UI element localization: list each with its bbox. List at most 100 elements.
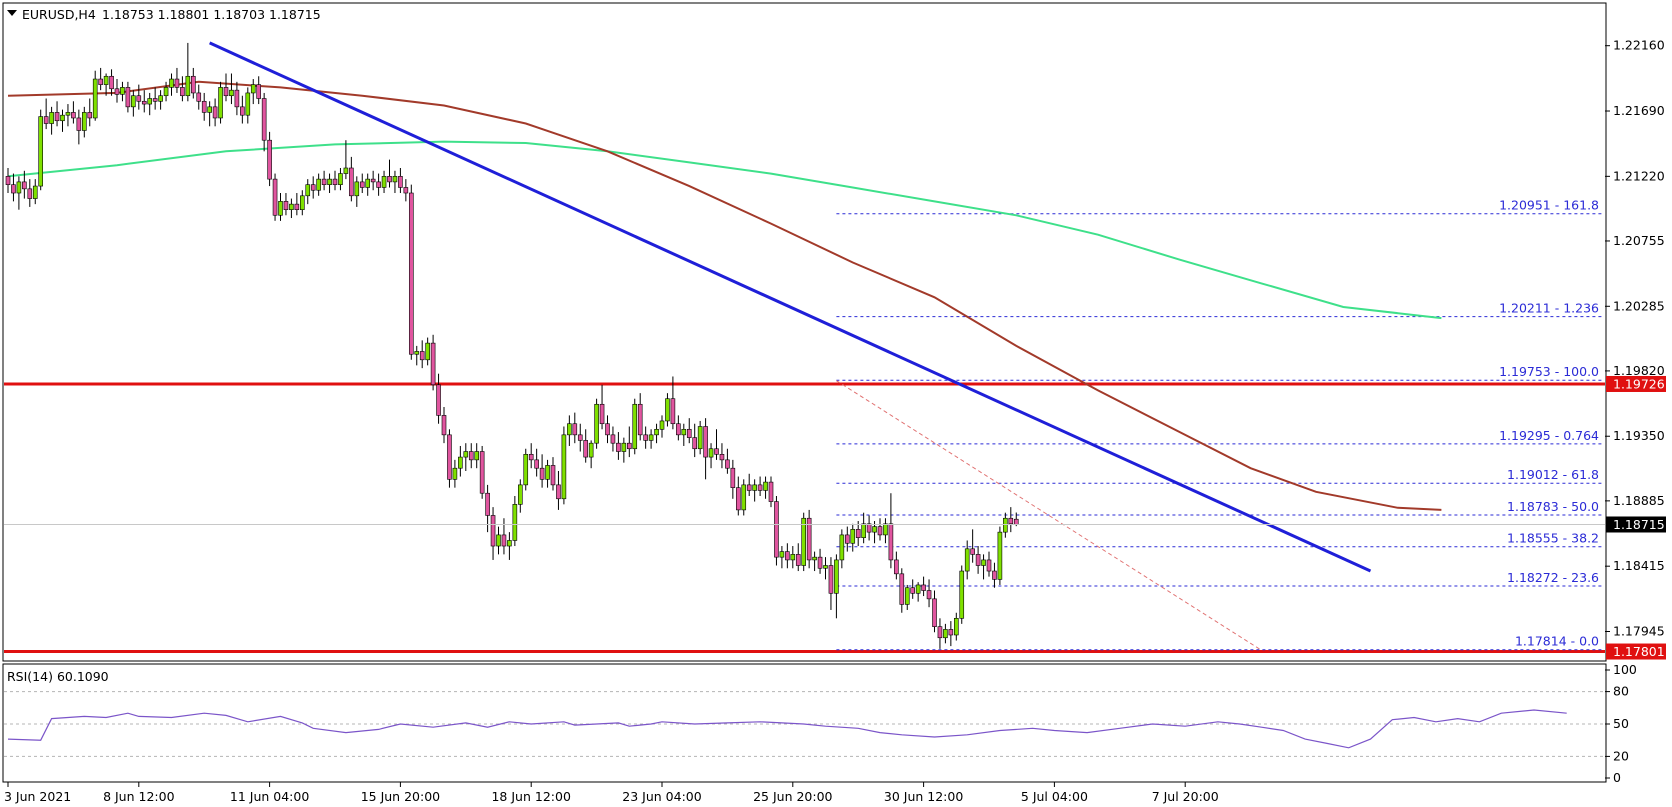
candle (338, 168, 343, 191)
candle (136, 84, 142, 110)
candle-body (479, 451, 485, 494)
candle-body (316, 178, 321, 191)
candle (414, 345, 420, 366)
candle (376, 173, 381, 196)
candle (959, 565, 965, 624)
candle (223, 73, 229, 102)
candle-body (387, 176, 392, 183)
time-tick-label: 25 Jun 20:00 (753, 789, 832, 804)
price-tick-label: 1.18885 (1613, 493, 1665, 508)
candle-body (60, 114, 65, 122)
candle (43, 98, 49, 130)
candle (27, 179, 33, 207)
candle (103, 73, 109, 96)
candle-body (212, 106, 218, 119)
candle-body (785, 551, 790, 561)
candle-body (714, 448, 719, 455)
candle-body (49, 112, 54, 124)
candle-body (725, 459, 730, 469)
candle (452, 459, 458, 488)
candle-body (458, 456, 463, 469)
candle-body (763, 481, 768, 491)
candle-body (643, 434, 648, 441)
candle-body (65, 112, 71, 116)
candle-body (152, 98, 158, 102)
candle-body (545, 465, 550, 480)
candle (474, 443, 480, 469)
candle-body (163, 87, 169, 97)
candle (567, 415, 572, 446)
dropdown-triangle-icon[interactable] (7, 10, 17, 16)
candle (174, 67, 180, 93)
candle (92, 70, 98, 121)
fib-level-label: 1.19753 - 100.0 (1499, 364, 1599, 379)
candle-body (310, 184, 316, 191)
candle (719, 443, 725, 469)
candle-body (403, 187, 409, 194)
candle-body (32, 185, 38, 199)
candle (125, 81, 131, 113)
candle-body (964, 548, 970, 572)
candle-body (795, 554, 801, 566)
candle (528, 443, 534, 469)
candle (11, 173, 16, 202)
candle-body (354, 181, 360, 197)
time-tick-label: 8 Jun 12:00 (103, 789, 175, 804)
candle (169, 73, 174, 96)
candle (185, 42, 191, 102)
candle (774, 496, 779, 566)
candle-body (1003, 517, 1008, 533)
candle-body (556, 484, 561, 500)
candle (430, 334, 436, 391)
candle (681, 423, 687, 446)
candle-body (125, 87, 131, 108)
candle (730, 459, 736, 499)
candle-body (790, 554, 796, 561)
candle (539, 454, 545, 488)
candle-body (180, 87, 185, 97)
candle-body (812, 556, 817, 561)
candle (229, 73, 234, 105)
price-tag-label: 1.19726 (1613, 376, 1665, 391)
candle (768, 476, 774, 508)
candle-body (256, 84, 262, 99)
fib-level-label: 1.18555 - 38.2 (1507, 531, 1599, 546)
candle (561, 426, 567, 505)
candle-body (16, 181, 22, 194)
candle (812, 551, 817, 572)
candle-body (567, 423, 572, 436)
candle-body (659, 420, 665, 430)
rsi-line (7, 709, 1567, 749)
candle-body (245, 92, 251, 116)
candle-body (27, 188, 33, 199)
candle (468, 443, 474, 469)
rsi-tick-label: 0 (1613, 770, 1621, 785)
candle (839, 529, 845, 569)
candle (648, 429, 654, 449)
candle-body (109, 75, 114, 90)
candle (790, 546, 796, 569)
candle (626, 426, 632, 458)
candle (676, 415, 681, 441)
candle-body (490, 515, 496, 547)
candle (419, 340, 425, 369)
candle-body (741, 484, 747, 511)
candle-body (746, 484, 752, 491)
candle (637, 393, 643, 441)
candle-body (305, 184, 311, 197)
time-tick-label: 15 Jun 20:00 (361, 789, 440, 804)
candle-body (103, 75, 109, 85)
price-tick-label: 1.21220 (1613, 168, 1665, 183)
time-tick-label: 5 Jul 04:00 (1021, 789, 1088, 804)
candle-body (828, 565, 834, 594)
candle-body (588, 442, 594, 458)
candle (305, 179, 311, 205)
candle-body (370, 178, 376, 183)
candle-body (610, 434, 616, 444)
candle (752, 479, 757, 502)
candle (692, 423, 698, 458)
candle-body (861, 523, 866, 538)
candle (120, 81, 125, 102)
candle (757, 476, 763, 496)
